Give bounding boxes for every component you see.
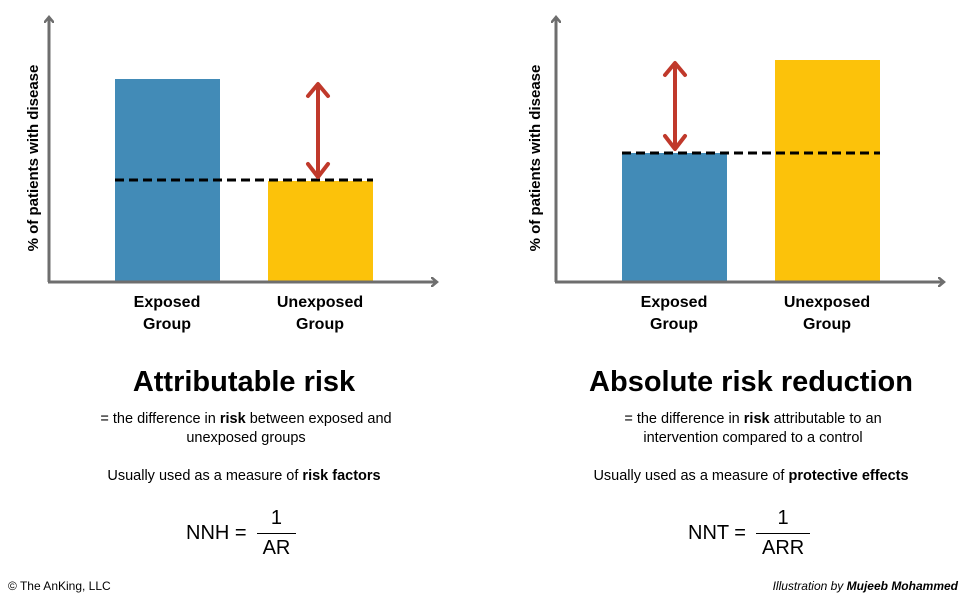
left-usage: Usually used as a measure of risk factor…	[44, 468, 444, 484]
left-definition-suffix: between exposed and unexposed groups	[186, 411, 392, 446]
left-formula-fraction: 1 AR	[256, 507, 297, 560]
left-y-axis-label: % of patients with disease	[25, 65, 42, 252]
left-definition-bold: risk	[219, 411, 246, 427]
right-definition-prefix: = the difference in	[624, 411, 744, 427]
right-definition-bold: risk	[743, 411, 770, 427]
right-exposed-label-line2: Group	[650, 316, 698, 333]
right-unexposed-label-line1: Unexposed	[784, 294, 870, 311]
right-usage: Usually used as a measure of protective …	[551, 468, 951, 484]
right-usage-prefix: Usually used as a measure of	[593, 468, 789, 484]
left-unexposed-bar	[268, 181, 373, 281]
right-unexposed-bar	[775, 60, 880, 281]
copyright-text: © The AnKing, LLC	[8, 579, 111, 593]
left-formula-numerator: 1	[270, 507, 283, 529]
right-difference-arrow	[663, 61, 687, 151]
right-formula-lhs: NNT =	[688, 522, 746, 544]
left-exposed-label-line1: Exposed	[134, 294, 201, 311]
left-unexposed-label-line1: Unexposed	[277, 294, 363, 311]
left-usage-bold: risk factors	[302, 468, 381, 484]
credit-prefix: Illustration by	[772, 579, 847, 593]
left-exposed-label-line2: Group	[143, 316, 191, 333]
right-title: Absolute risk reduction	[589, 366, 913, 398]
left-formula: NNH = 1 AR	[186, 507, 297, 560]
left-usage-prefix: Usually used as a measure of	[107, 468, 303, 484]
right-exposed-bar	[622, 153, 727, 281]
left-difference-arrow	[306, 82, 330, 179]
right-y-axis-label: % of patients with disease	[527, 65, 544, 252]
left-definition-prefix: = the difference in	[100, 411, 220, 427]
left-chart: % of patients with disease Exposed Group…	[25, 18, 436, 333]
right-formula-fraction: 1 ARR	[755, 507, 811, 560]
credit-name: Mujeeb Mohammed	[846, 579, 958, 593]
left-formula-denominator: AR	[256, 533, 297, 560]
right-chart: % of patients with disease Exposed Group…	[527, 18, 943, 333]
left-formula-lhs: NNH =	[186, 522, 247, 544]
right-unexposed-label-line2: Group	[803, 316, 851, 333]
right-definition: = the difference in risk attributable to…	[585, 410, 921, 448]
right-formula-denominator: ARR	[755, 533, 811, 560]
left-title: Attributable risk	[132, 366, 356, 398]
right-formula-numerator: 1	[777, 507, 789, 529]
right-exposed-label-line1: Exposed	[641, 294, 708, 311]
left-unexposed-label-line2: Group	[296, 316, 344, 333]
illustration-credit: Illustration by Mujeeb Mohammed	[773, 579, 958, 593]
right-definition-suffix: attributable to an intervention compared…	[643, 411, 882, 446]
right-formula: NNT = 1 ARR	[688, 507, 811, 560]
right-usage-bold: protective effects	[788, 468, 909, 484]
left-definition: = the difference in risk between exposed…	[78, 410, 414, 448]
